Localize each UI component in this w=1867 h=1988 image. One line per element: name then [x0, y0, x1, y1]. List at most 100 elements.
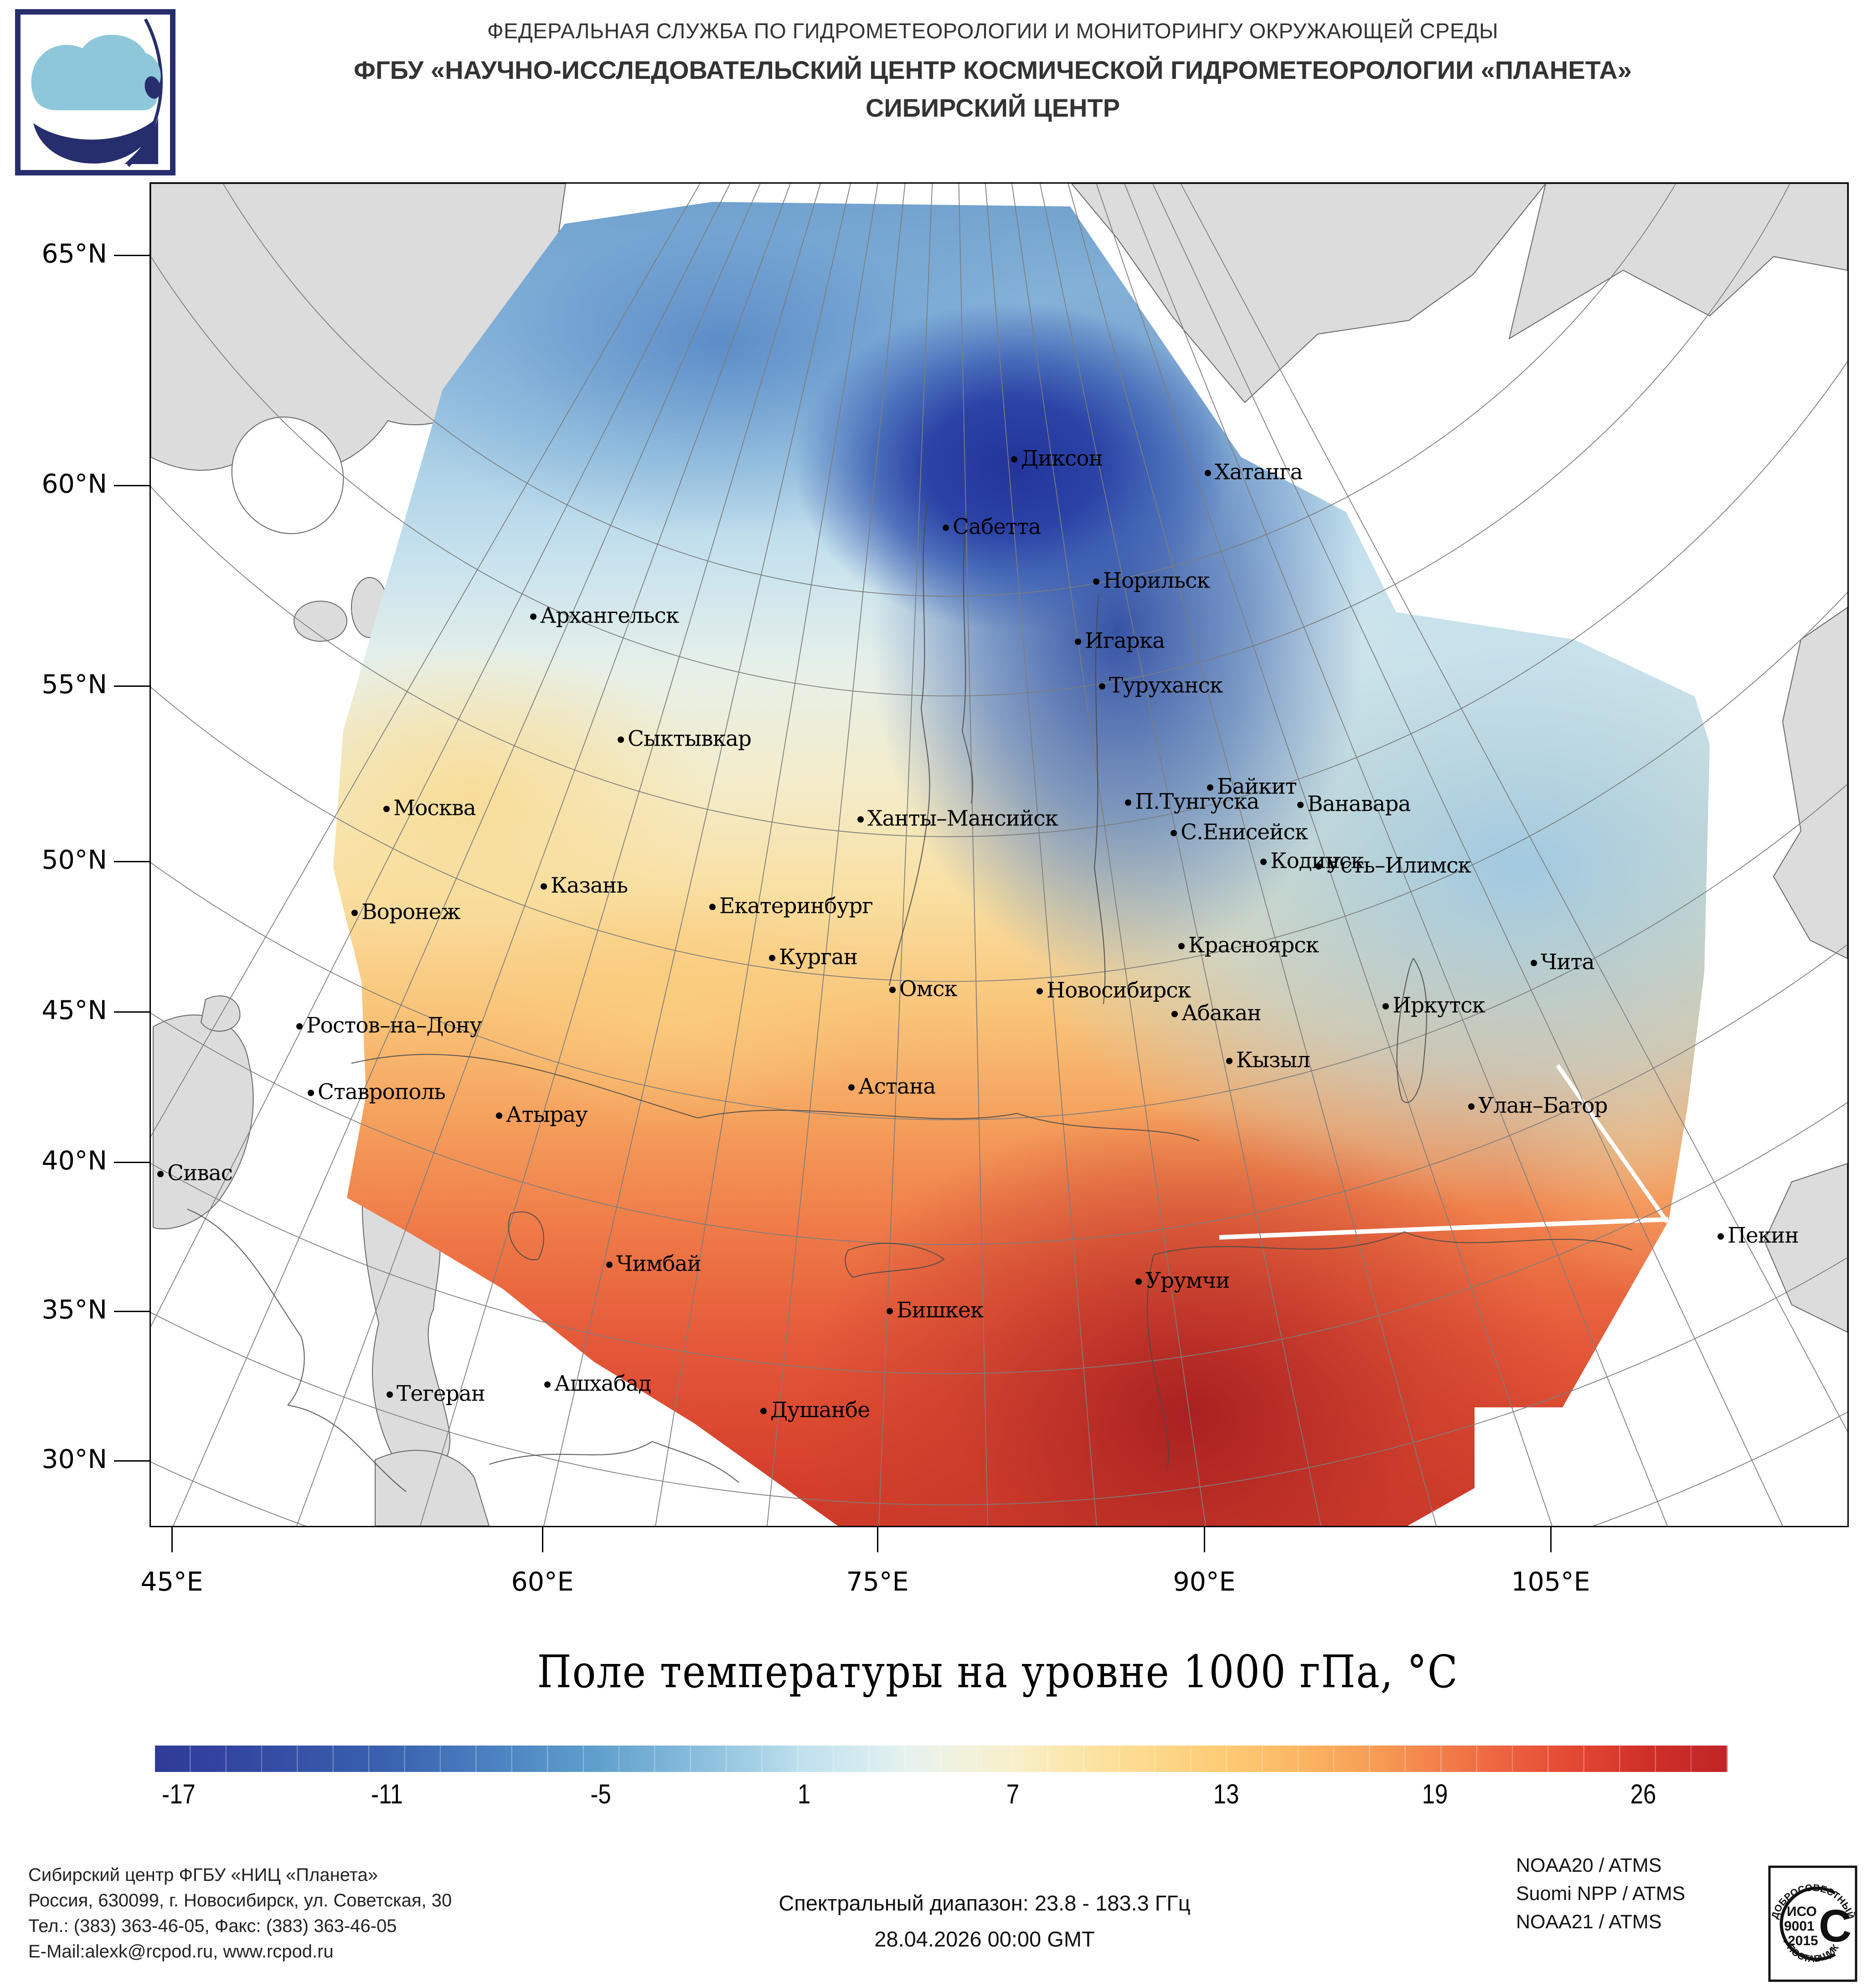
city-label: С.Енисейск [1181, 819, 1308, 845]
lat-tick-label: 65°N [41, 239, 107, 269]
colorbar [155, 1746, 1728, 1772]
lon-tick-label: 45°E [140, 1567, 203, 1597]
land-top-right [1508, 184, 1847, 340]
city-dot [1205, 470, 1211, 476]
meridian-line [296, 184, 791, 1526]
meridian-line [1039, 184, 1321, 1526]
city-dot [889, 987, 896, 993]
sea-azov [200, 995, 241, 1032]
lat-tick [114, 1011, 150, 1013]
city-label: Улан–Батор [1478, 1093, 1608, 1118]
meridian-line [1068, 184, 1437, 1526]
acquisition-datetime: 28.04.2026 00:00 GMT [874, 1927, 1095, 1951]
spectral-range: Спектральный диапазон: 23.8 - 183.3 ГГц [779, 1891, 1191, 1915]
lat-tick [114, 1460, 150, 1462]
river-ob-gulf [888, 498, 930, 986]
meridian-line [173, 184, 761, 1526]
logo-wave [33, 118, 156, 164]
badge-9001: 9001 [1784, 1919, 1815, 1934]
city-label: Иркутск [1393, 993, 1485, 1018]
river-yenisei [1093, 593, 1106, 1004]
badge-letter-c: С [1819, 1900, 1852, 1952]
city-dot [887, 1308, 893, 1314]
city-dot [848, 1084, 855, 1091]
colorbar-tick-label: 13 [1213, 1779, 1239, 1809]
lon-tick-label: 60°E [511, 1567, 574, 1597]
iso-9001-badge: ДОБРОСОВЕСТНЫЙ ПОСТАВЩИК ИСО 9001 -2015 … [1768, 1865, 1857, 1982]
badge-2015: -2015 [1783, 1933, 1818, 1948]
city-label: П.Тунгуска [1135, 789, 1259, 814]
city-dot [1178, 943, 1185, 949]
border-iran-afghan [489, 1441, 739, 1483]
city-dot [1099, 683, 1105, 690]
city-dot [1093, 578, 1099, 585]
lat-tick-label: 30°N [41, 1444, 107, 1474]
city-label: Норильск [1103, 568, 1210, 593]
logo-wedge [124, 118, 158, 164]
sea-persian-gulf [375, 1450, 490, 1526]
city-dot [544, 1381, 551, 1388]
colorbar-tick-label: 7 [1006, 1779, 1020, 1809]
lat-tick [114, 1311, 150, 1312]
city-label: Тегеран [397, 1381, 485, 1406]
lake-aral [508, 1211, 544, 1261]
city-dot [1171, 1011, 1178, 1017]
city-dot [383, 806, 390, 812]
parallel-line [151, 360, 1847, 837]
city-label: Курган [779, 944, 858, 970]
header: ФЕДЕРАЛЬНАЯ СЛУЖБА ПО ГИДРОМЕТЕОРОЛОГИИ … [146, 18, 1840, 123]
satellite-list: NOAA20 / ATMS Suomi NPP / ATMS NOAA21 / … [1516, 1851, 1685, 1936]
meridian-line [767, 184, 906, 1526]
land-taimyr [1071, 184, 1547, 403]
city-label: Пекин [1728, 1223, 1799, 1248]
city-label: Воронеж [361, 899, 461, 925]
city-label: Туруханск [1109, 673, 1223, 698]
city-label: Бишкек [897, 1298, 984, 1323]
map-title: Поле температуры на уровне 1000 гПа, °C [537, 1646, 1459, 1698]
lat-tick-label: 55°N [41, 670, 107, 700]
lon-tick [542, 1526, 543, 1552]
city-dot [618, 736, 624, 743]
city-dot [496, 1112, 502, 1119]
lake-baikal [1396, 958, 1428, 1103]
city-dot [1075, 639, 1081, 645]
lon-tick [1204, 1526, 1205, 1552]
footer-acquisition: Спектральный диапазон: 23.8 - 183.3 ГГц … [711, 1890, 1258, 1952]
border-kazakh-russia [351, 1054, 1200, 1142]
city-label: Новосибирск [1047, 978, 1191, 1003]
city-dot [308, 1090, 314, 1096]
lon-tick-label: 75°E [846, 1567, 909, 1597]
city-dot [1717, 1233, 1724, 1240]
city-dot [1382, 1003, 1389, 1009]
city-label: Диксон [1021, 446, 1103, 471]
city-dot [1315, 863, 1322, 870]
city-label: Казань [551, 873, 628, 898]
city-dot [709, 904, 716, 910]
lat-tick [114, 485, 150, 486]
logo-cloud [31, 35, 161, 111]
city-dot [296, 1023, 303, 1030]
lat-tick [114, 861, 150, 862]
lon-tick-label: 90°E [1173, 1567, 1236, 1597]
meridian-line [655, 184, 878, 1526]
city-label: Красноярск [1188, 932, 1319, 958]
land-bottom-right [1764, 1163, 1847, 1333]
city-label: Омск [899, 976, 958, 1002]
city-label: Хатанга [1215, 459, 1303, 485]
city-label: Душанбе [770, 1397, 870, 1423]
city-label: Ашхабад [554, 1371, 651, 1396]
lat-tick-label: 50°N [41, 845, 107, 875]
badge-iso: ИСО [1787, 1904, 1817, 1919]
colorbar-tick-label: 26 [1630, 1779, 1656, 1809]
logo-satellite [144, 76, 161, 99]
land-right-strip [1773, 607, 1847, 959]
satellite-item: NOAA21 / ATMS [1516, 1911, 1662, 1933]
meridian-line [420, 184, 821, 1526]
city-label: Сыктывкар [628, 726, 752, 752]
city-label: Архангельск [540, 603, 679, 628]
city-dot [1531, 960, 1537, 966]
geo-lines [187, 498, 1633, 1492]
city-label: Астана [858, 1074, 936, 1099]
colorbar-tick-label: -17 [162, 1779, 196, 1809]
